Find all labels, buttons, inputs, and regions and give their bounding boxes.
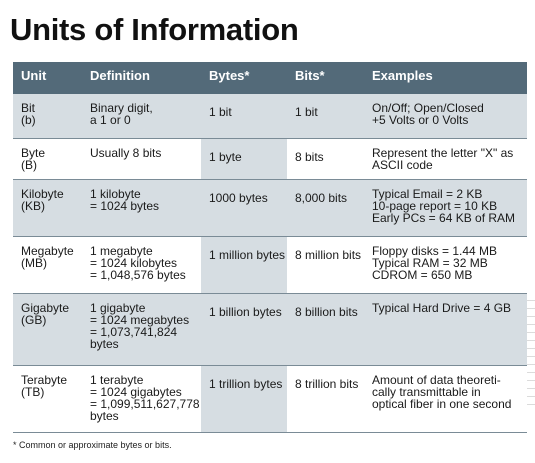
table-row-megabyte: Megabyte (MB) 1 megabyte = 1024 kilobyte… xyxy=(13,236,527,294)
table-row-kilobyte: Kilobyte (KB) 1 kilobyte = 1024 bytes 10… xyxy=(13,179,527,237)
cell-definition: Binary digit, a 1 or 0 xyxy=(82,94,201,139)
cell-examples: Represent the letter "X" as ASCII code xyxy=(364,138,527,180)
column-header-bits: Bits* xyxy=(287,62,364,94)
table-row-terabyte: Terabyte (TB) 1 terabyte = 1024 gigabyte… xyxy=(13,365,527,433)
cell-bits: 1 bit xyxy=(287,94,364,139)
cell-bits: 8 billion bits xyxy=(287,293,364,366)
cell-definition: 1 megabyte = 1024 kilobytes = 1,048,576 … xyxy=(82,236,201,294)
units-table: Unit Definition Bytes* Bits* Examples Bi… xyxy=(13,62,527,433)
page-title: Units of Information xyxy=(10,12,299,47)
cell-examples: Amount of data theoreti- cally transmitt… xyxy=(364,365,527,433)
column-header-definition: Definition xyxy=(82,62,201,94)
cell-unit: Gigabyte (GB) xyxy=(13,293,82,366)
cell-bytes: 1 bit xyxy=(201,94,287,139)
cell-unit: Terabyte (TB) xyxy=(13,365,82,433)
cell-bits: 8 bits xyxy=(287,138,364,180)
column-header-bytes: Bytes* xyxy=(201,62,287,94)
cell-examples: Typical Hard Drive = 4 GB xyxy=(364,293,527,366)
table-header-row: Unit Definition Bytes* Bits* Examples xyxy=(13,62,527,94)
cell-definition: 1 gigabyte = 1024 megabytes = 1,073,741,… xyxy=(82,293,201,366)
edge-artifact xyxy=(527,300,535,410)
cell-definition: 1 terabyte = 1024 gigabytes = 1,099,511,… xyxy=(82,365,201,433)
table-row-byte: Byte (B) Usually 8 bits 1 byte 8 bits Re… xyxy=(13,138,527,180)
cell-unit: Bit (b) xyxy=(13,94,82,139)
cell-bits: 8 trillion bits xyxy=(287,365,364,433)
table-row-gigabyte: Gigabyte (GB) 1 gigabyte = 1024 megabyte… xyxy=(13,293,527,366)
cell-bytes: 1000 bytes xyxy=(201,179,287,237)
cell-definition: 1 kilobyte = 1024 bytes xyxy=(82,179,201,237)
cell-definition: Usually 8 bits xyxy=(82,138,201,180)
cell-bytes: 1 byte xyxy=(201,138,287,180)
column-header-unit: Unit xyxy=(13,62,82,94)
cell-bytes: 1 trillion bytes xyxy=(201,365,287,433)
cell-bits: 8 million bits xyxy=(287,236,364,294)
table-row-bit: Bit (b) Binary digit, a 1 or 0 1 bit 1 b… xyxy=(13,94,527,139)
cell-bytes: 1 million bytes xyxy=(201,236,287,294)
cell-unit: Kilobyte (KB) xyxy=(13,179,82,237)
cell-examples: Floppy disks = 1.44 MB Typical RAM = 32 … xyxy=(364,236,527,294)
cell-unit: Megabyte (MB) xyxy=(13,236,82,294)
column-header-examples: Examples xyxy=(364,62,527,94)
cell-examples: Typical Email = 2 KB 10-page report = 10… xyxy=(364,179,527,237)
cell-examples: On/Off; Open/Closed +5 Volts or 0 Volts xyxy=(364,94,527,139)
cell-unit: Byte (B) xyxy=(13,138,82,180)
footnote: * Common or approximate bytes or bits. xyxy=(13,440,172,450)
cell-bits: 8,000 bits xyxy=(287,179,364,237)
cell-bytes: 1 billion bytes xyxy=(201,293,287,366)
